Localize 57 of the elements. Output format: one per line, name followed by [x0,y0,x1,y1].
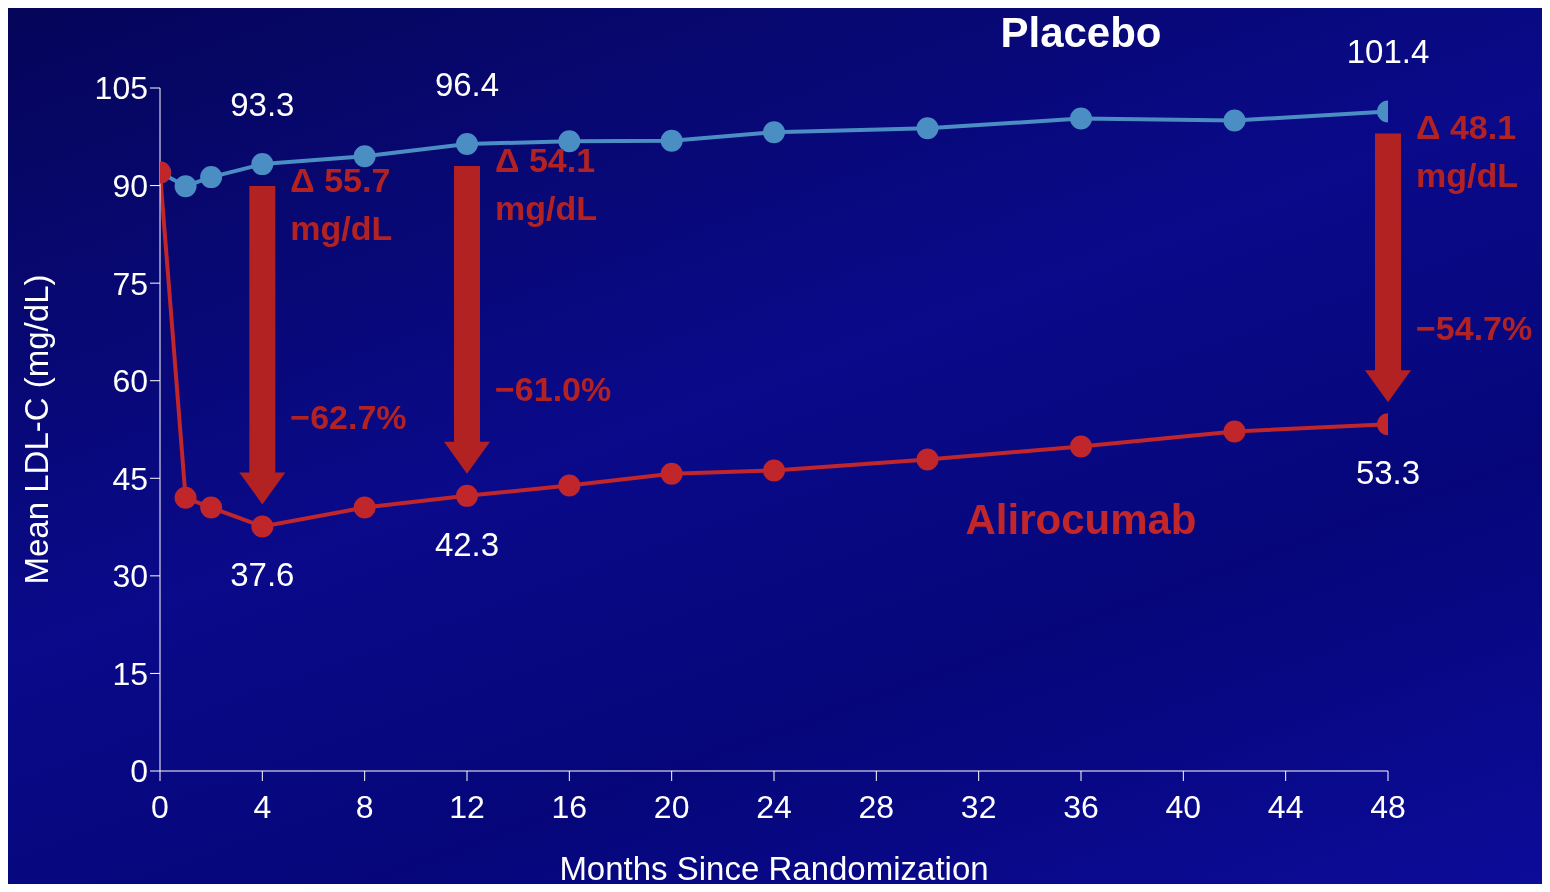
x-tick-label: 4 [253,788,272,825]
y-tick-label: 30 [112,558,148,595]
point [763,121,785,144]
point [558,474,581,497]
point [1223,420,1246,443]
x-tick-label: 32 [960,788,997,825]
x-tick-label: 16 [551,788,588,825]
x-tick-label: 44 [1267,788,1304,825]
y-tick-label: 45 [112,460,148,497]
x-tick-label: 24 [756,788,792,825]
x-tick-label: 20 [653,788,690,825]
point [1070,107,1092,130]
data-label: 37.6 [230,556,295,594]
text: −54.7% [1416,308,1533,347]
y-tick-label: 0 [130,753,148,790]
x-tick-label: 40 [1165,788,1202,825]
point [353,145,376,168]
y-tick-label: 75 [112,265,148,302]
point [200,496,223,519]
y-axis-title: Mean LDL-C (mg/dL) [18,274,55,585]
y-tick-label: 15 [112,655,148,692]
y-tick-label: 90 [112,167,148,204]
point [251,153,274,176]
data-label: 96.4 [434,65,500,103]
x-tick-label: 36 [1063,788,1099,825]
point [456,132,478,155]
annotation: −61.0% [495,369,612,408]
x-axis-title: Months Since Randomization [559,850,989,887]
data-label: 42.3 [434,525,500,563]
annotation: Δ 55.7 mg/dL [290,161,393,248]
point [251,515,274,538]
x-tick-label: 48 [1370,788,1406,825]
point [1070,435,1092,458]
point [916,448,939,471]
data-label: 93.3 [230,86,295,124]
annotation: Δ 54.1 mg/dL [495,140,597,227]
x-tick-label: 12 [449,788,485,825]
point [916,117,939,140]
annotation: −62.7% [290,397,407,436]
y-tick-label: 105 [94,70,148,107]
point [763,459,785,482]
point [200,166,223,189]
point [660,129,683,152]
point [1223,109,1246,132]
text: Δ 48.1 mg/dL [1416,108,1518,195]
point [174,486,197,509]
point [456,484,478,507]
data-label: 53.3 [1355,454,1421,492]
data-label: 101.4 [1346,33,1430,71]
point [353,496,376,519]
series-label: Alirocumab [965,496,1197,544]
series-label: Placebo [1000,8,1162,56]
y-tick-label: 60 [112,363,148,400]
point [660,462,683,485]
x-tick-label: 28 [858,788,895,825]
point [174,175,197,198]
x-tick-label: 8 [355,788,374,825]
